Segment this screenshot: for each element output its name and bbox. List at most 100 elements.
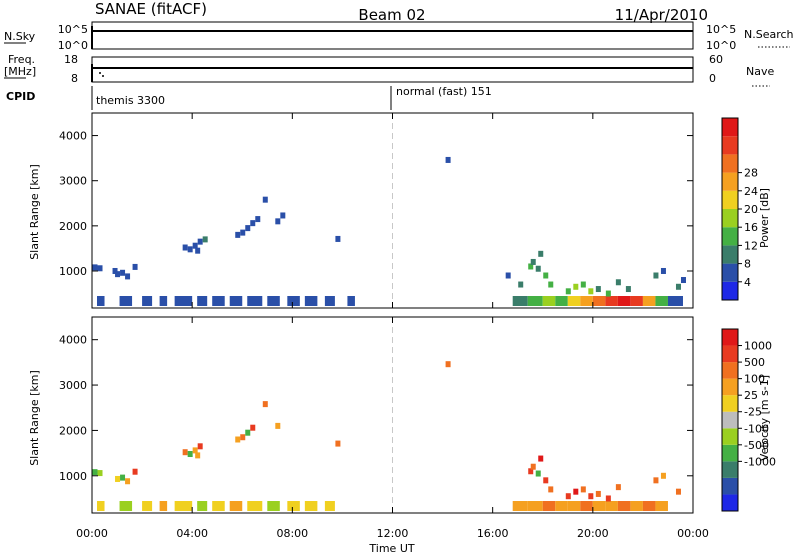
xtick-label: 20:00: [577, 527, 609, 540]
power-echo-point: [125, 273, 131, 280]
velocity-echo-point: [595, 490, 601, 497]
velocity-nearband-cell: [119, 501, 133, 511]
power-nearband-cell: [642, 296, 656, 306]
cpid-mode-1: themis 3300: [96, 94, 165, 107]
velocity-echo-point: [335, 440, 341, 447]
power-echo-point: [675, 283, 681, 290]
velocity-nearband-cell: [630, 501, 643, 511]
velocity-ytick-label: 4000: [59, 334, 87, 347]
beam-title: Beam 02: [358, 6, 425, 24]
velocity-colorbar-cell: [722, 411, 738, 429]
velocity-nearband-cell: [542, 501, 556, 511]
power-echo-point: [115, 271, 121, 278]
velocity-nearband-cell: [567, 501, 581, 511]
xaxis-label: Time UT: [368, 542, 414, 554]
power-echo-point: [548, 281, 554, 288]
power-echo-point: [625, 286, 631, 293]
power-ytick-label: 2000: [59, 220, 87, 233]
power-colorbar-cell: [722, 136, 738, 155]
power-echo-point: [235, 231, 241, 238]
power-echo-point: [518, 281, 524, 288]
power-colorbar-cell: [722, 190, 738, 209]
velocity-nearband-cell: [212, 501, 225, 511]
power-colorbar-tick-label: 20: [744, 203, 758, 216]
velocity-echo-point: [235, 436, 241, 443]
power-echo-point: [132, 263, 138, 270]
velocity-echo-point: [187, 451, 193, 458]
power-echo-point: [505, 272, 511, 279]
velocity-echo-point: [548, 486, 554, 493]
power-nearband-cell: [119, 296, 133, 306]
velocity-echo-point: [675, 488, 681, 495]
power-nearband-cell: [159, 296, 168, 306]
velocity-nearband-cell: [142, 501, 153, 511]
power-echo-point: [660, 267, 666, 274]
velocity-echo-point: [605, 495, 611, 502]
power-colorbar-tick-label: 12: [744, 239, 758, 252]
velocity-nearband-cell: [159, 501, 168, 511]
velocity-frame: [91, 316, 694, 514]
power-nearband-cell: [304, 296, 318, 306]
velocity-colorbar-tick-label: 500: [744, 356, 765, 369]
power-nearband-cell: [229, 296, 243, 306]
xtick-label: 16:00: [477, 527, 509, 540]
power-colorbar-cell: [722, 118, 738, 137]
nsearch-tick-top: 10^5: [706, 23, 736, 36]
velocity-colorbar-tick-label: -500: [744, 439, 769, 452]
nsky-tick-top: 10^5: [58, 23, 88, 36]
power-nearband-cell: [174, 296, 193, 306]
power-echo-point: [573, 283, 579, 290]
velocity-echo-point: [192, 447, 198, 454]
power-nearband-cell: [555, 296, 568, 306]
power-echo-point: [182, 244, 188, 251]
power-echo-point: [255, 216, 261, 223]
velocity-colorbar-tick-label: 25: [744, 389, 758, 402]
power-nearband-cell: [267, 296, 280, 306]
power-nearband-cell: [580, 296, 593, 306]
power-echo-point: [120, 269, 126, 276]
velocity-echo-point: [97, 470, 103, 477]
nave-tick-top: 60: [709, 53, 723, 66]
velocity-nearband-cell: [197, 501, 208, 511]
velocity-echo-point: [588, 493, 594, 500]
power-echo-point: [595, 286, 601, 293]
power-echo-point: [588, 288, 594, 295]
xtick-label: 12:00: [377, 527, 409, 540]
freq-label: Freq.: [8, 53, 35, 66]
nsearch-label: N.Search: [744, 28, 794, 41]
power-colorbar-tick-label: 4: [744, 276, 751, 289]
velocity-echo-point: [580, 486, 586, 493]
nave-dot: [102, 75, 104, 77]
velocity-echo-point: [240, 434, 246, 441]
velocity-nearband-cell: [655, 501, 668, 511]
power-echo-point: [280, 212, 286, 219]
power-echo-point: [565, 288, 571, 295]
velocity-nearband-cell: [592, 501, 606, 511]
velocity-echo-point: [543, 477, 549, 484]
power-nearband-cell: [347, 296, 355, 306]
radar-title: SANAE (fitACF): [95, 0, 207, 18]
velocity-colorbar-cell: [722, 378, 738, 396]
velocity-ytick-label: 1000: [59, 470, 87, 483]
velocity-echo-point: [530, 463, 536, 470]
power-echo-point: [202, 236, 208, 243]
velocity-echo-point: [615, 484, 621, 491]
power-colorbar-cell: [722, 263, 738, 282]
nsearch-tick-bottom: 10^0: [706, 39, 736, 52]
power-colorbar-tick-label: 8: [744, 258, 751, 271]
nsky-tick-bottom: 10^0: [58, 39, 88, 52]
power-echo-point: [580, 281, 586, 288]
power-nearband-cell: [512, 296, 528, 306]
power-nearband-cell: [527, 296, 543, 306]
velocity-nearband-cell: [287, 501, 300, 511]
date-title: 11/Apr/2010: [615, 6, 708, 24]
velocity-echo-point: [653, 477, 659, 484]
power-colorbar-cell: [722, 172, 738, 191]
velocity-nearband-cell: [267, 501, 280, 511]
velocity-colorbar-tick-label: -100: [744, 422, 769, 435]
velocity-echo-point: [445, 361, 451, 368]
nave-label: Nave: [746, 65, 774, 78]
power-echo-point: [250, 220, 256, 227]
freq-tick-bottom: 8: [71, 72, 78, 85]
